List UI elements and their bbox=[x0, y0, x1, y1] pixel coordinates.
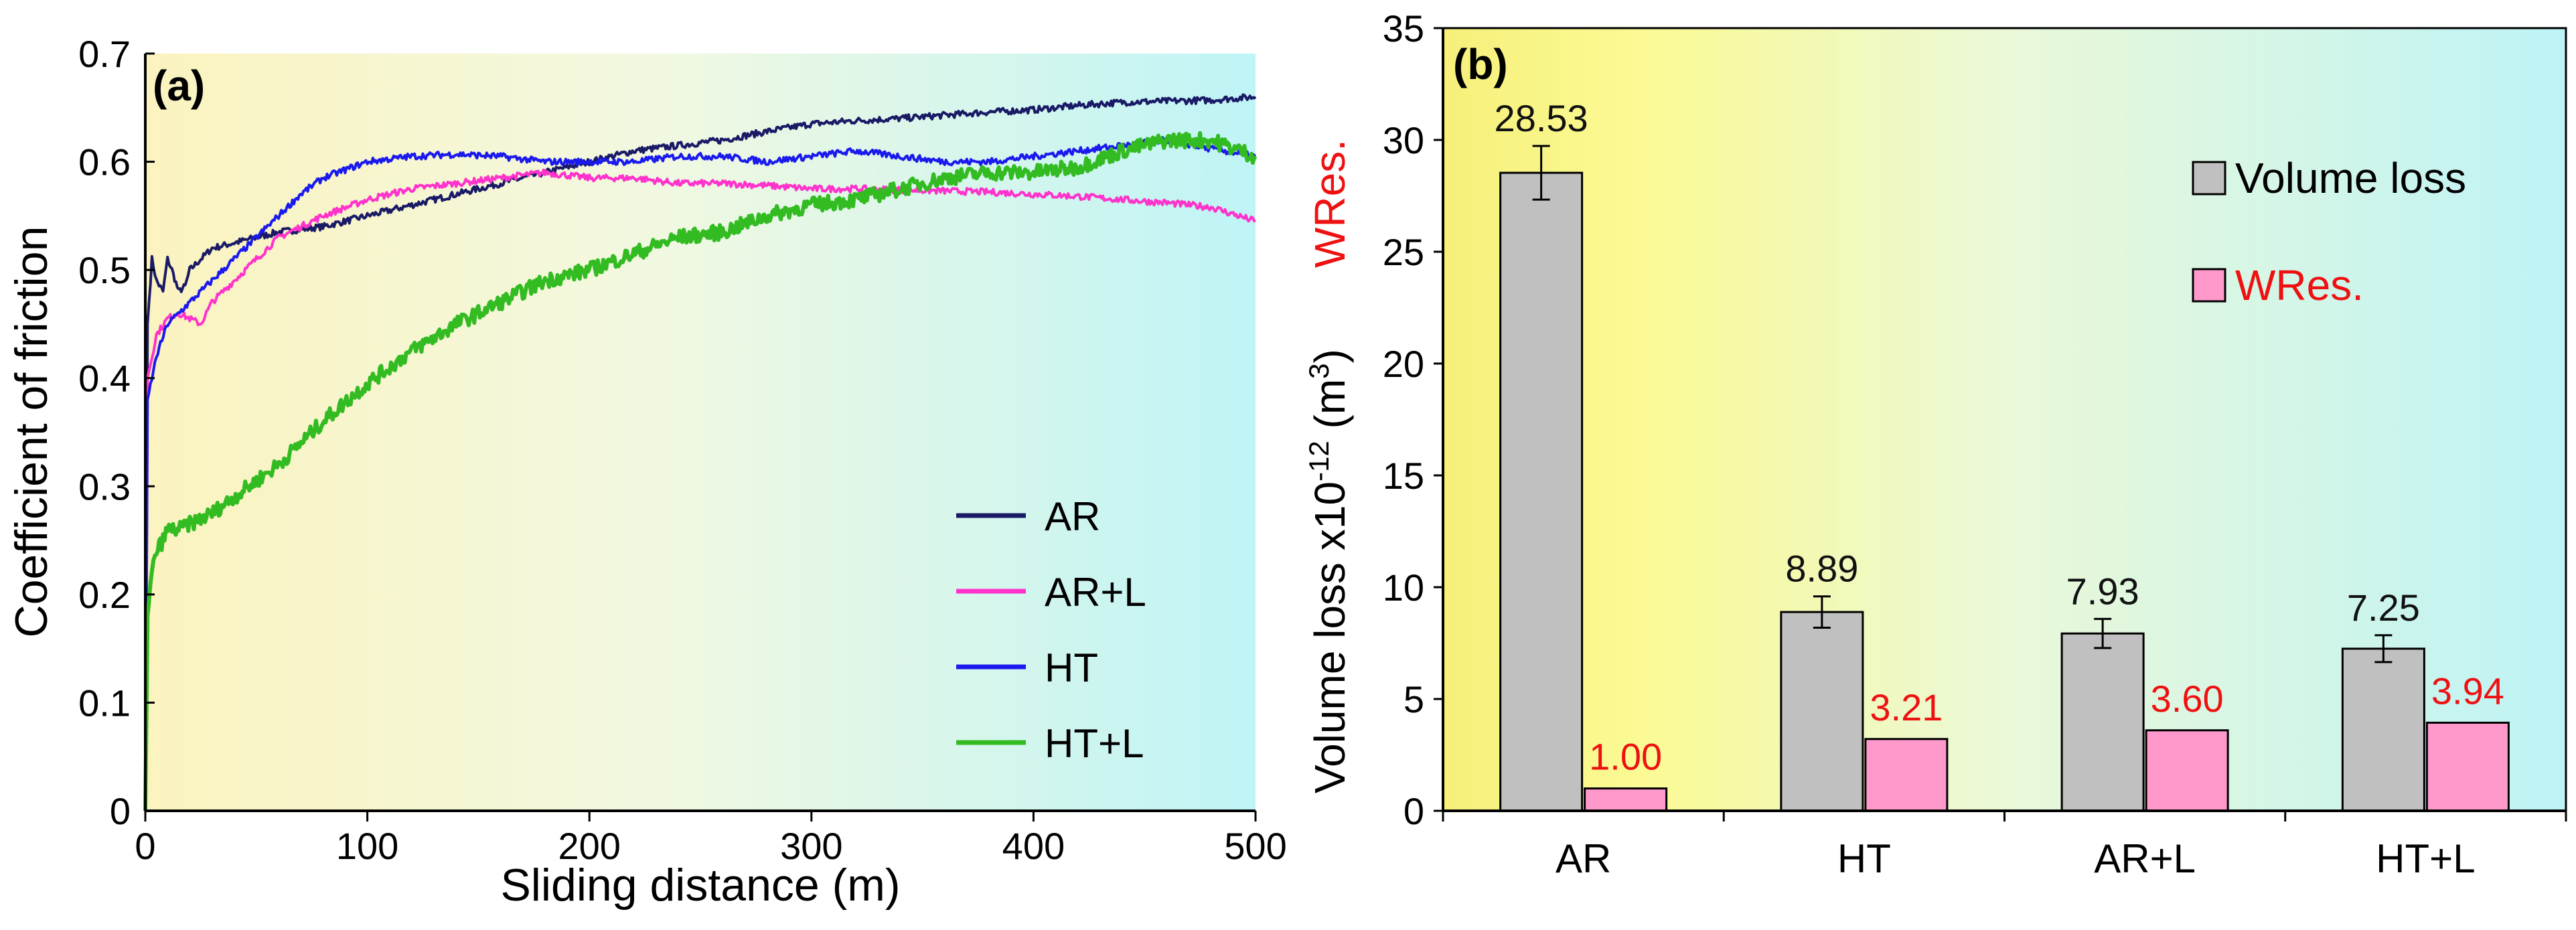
bar-volume-loss-ar-l bbox=[2060, 632, 2145, 812]
legend-b: Volume loss WRes. bbox=[2192, 154, 2466, 309]
bar-wres--ar bbox=[1584, 787, 1668, 812]
y-axis-b-title: Volume loss x10-12 (m3) bbox=[1303, 349, 1354, 793]
y-tick-label-a: 0.5 bbox=[78, 249, 131, 291]
series-line-ar bbox=[144, 93, 1257, 811]
series-line-ar-l bbox=[144, 168, 1256, 811]
y-tick-label-b: 5 bbox=[1404, 678, 1424, 720]
x-tick-label-a: 100 bbox=[336, 825, 398, 867]
plot-a-background bbox=[145, 54, 1256, 811]
x-tick-label-a: 400 bbox=[1002, 825, 1065, 867]
y-tick-label-a: 0.4 bbox=[78, 358, 131, 400]
data-label-wres-: 3.60 bbox=[2151, 678, 2224, 720]
series-line-ht-l bbox=[143, 131, 1258, 811]
legend-a-label: AR bbox=[1045, 494, 1100, 539]
bar-volume-loss-ht bbox=[1780, 611, 1864, 812]
x-tick-label-b: HT bbox=[1837, 836, 1891, 881]
y-tick-label-b: 20 bbox=[1383, 343, 1424, 385]
data-label-wres-: 1.00 bbox=[1589, 736, 1662, 778]
bar-volume-loss-ht-l bbox=[2341, 647, 2425, 812]
x-tick-label-b: AR+L bbox=[2094, 836, 2196, 881]
x-tick-label-b: HT+L bbox=[2376, 836, 2475, 881]
y-axis-a-title: Coefficient of friction bbox=[6, 226, 57, 638]
x-tick-label-a: 300 bbox=[780, 825, 842, 867]
legend-a-label: AR+L bbox=[1045, 570, 1146, 615]
y-tick-label-a: 0.6 bbox=[78, 141, 131, 183]
legend-b-label: Volume loss bbox=[2235, 154, 2466, 202]
data-label-wres-: 3.94 bbox=[2431, 670, 2504, 712]
x-tick-label-a: 500 bbox=[1224, 825, 1286, 867]
y-tick-label-a: 0.2 bbox=[78, 574, 131, 616]
y-tick-label-b: 25 bbox=[1383, 231, 1424, 273]
legend-b-swatch bbox=[2192, 161, 2226, 196]
panel-a-label: (a) bbox=[153, 62, 205, 110]
y-tick-label-b: 10 bbox=[1383, 566, 1424, 609]
y-tick-label-a: 0.7 bbox=[78, 33, 131, 75]
y-axis-b-secondary-title: WRes. bbox=[1306, 139, 1354, 268]
data-label-volume-loss: 28.53 bbox=[1495, 97, 1588, 139]
y-tick-label-a: 0 bbox=[110, 790, 131, 832]
panel-b-label: (b) bbox=[1453, 40, 1508, 88]
series-line-ht bbox=[144, 136, 1257, 811]
legend-b-swatch bbox=[2192, 268, 2226, 303]
bar-wres--ht bbox=[1864, 738, 1949, 812]
bar-wres--ht-l bbox=[2425, 721, 2510, 812]
x-tick-label-a: 200 bbox=[558, 825, 620, 867]
x-tick-label-b: AR bbox=[1556, 836, 1611, 881]
panel-b-bar-chart: 28.53 1.00 8.89 3.21 7.93 3.60 7.25 3.94 0 5 10 15… bbox=[1303, 7, 2567, 881]
legend-a: AR AR+L HT HT+L bbox=[956, 494, 1146, 766]
bar-wres--ar-l bbox=[2145, 729, 2229, 812]
x-tick-label-a: 0 bbox=[135, 825, 155, 867]
legend-a-label: HT+L bbox=[1045, 721, 1144, 766]
legend-a-label: HT bbox=[1045, 645, 1098, 690]
legend-b-label: WRes. bbox=[2235, 261, 2364, 309]
data-label-wres-: 3.21 bbox=[1870, 686, 1943, 728]
y-tick-label-a: 0.1 bbox=[78, 682, 131, 724]
data-label-volume-loss: 8.89 bbox=[1785, 548, 1858, 590]
y-tick-label-b: 35 bbox=[1383, 7, 1424, 50]
panel-a-line-chart: 00.10.20.30.40.50.60.7 0 100 200 300 400 500 … bbox=[6, 33, 1287, 911]
data-label-volume-loss: 7.25 bbox=[2347, 587, 2420, 629]
y-tick-label-b: 30 bbox=[1383, 119, 1424, 161]
bar-volume-loss-ar bbox=[1499, 171, 1584, 812]
data-label-volume-loss: 7.93 bbox=[2066, 570, 2139, 612]
x-axis-a-title: Sliding distance (m) bbox=[500, 860, 900, 911]
y-tick-label-b: 15 bbox=[1383, 455, 1424, 497]
y-tick-label-a: 0.3 bbox=[78, 465, 131, 508]
y-tick-label-b: 0 bbox=[1404, 790, 1424, 832]
